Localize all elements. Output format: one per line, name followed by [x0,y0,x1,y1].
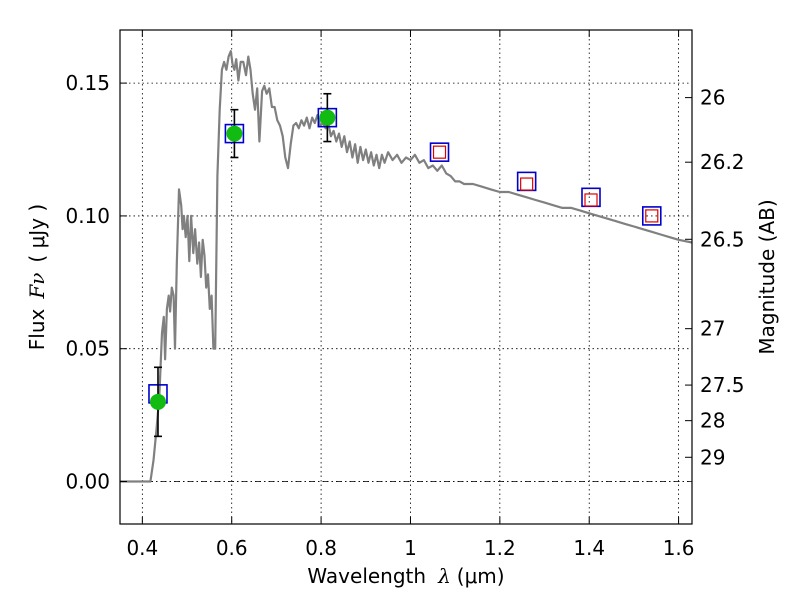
right-tick-label: 27.5 [700,373,745,397]
right-tick-label: 26.2 [700,150,745,174]
y-tick-labels: 0.00 0.05 0.10 0.15 [65,71,110,493]
x-tick-label: 0.6 [216,536,248,560]
upper-limit-marker [520,177,534,191]
detection-marker [319,109,336,126]
plot-frame [119,29,693,525]
x-axis-label: Wavelength λ (μm) [307,564,504,588]
axis-ticks [120,30,692,524]
right-axis-label: Magnitude (AB) [755,199,779,354]
model-box-marker [429,142,450,162]
upper-limit-marker [645,209,659,223]
detection-series [149,92,336,438]
x-tick-label: 1 [404,536,417,560]
x-tick-label: 0.4 [126,536,158,560]
right-tick-label: 27 [700,317,725,341]
y-tick-label: 0.10 [65,204,110,228]
right-tick-label: 26 [700,86,725,110]
upper-limit-series [432,145,659,223]
x-tick-label: 1.4 [573,536,605,560]
y-tick-label: 0.00 [65,470,110,494]
model-box-series [148,107,662,404]
model-box-marker [641,206,662,226]
detection-marker [149,393,166,410]
right-tick-label: 28 [700,409,725,433]
model-sed-series [120,50,693,483]
detection-marker [226,125,243,142]
y-tick-label: 0.05 [65,337,110,361]
model-sed-line [120,50,693,483]
right-tick-label: 29 [700,445,725,469]
upper-limit-marker [432,145,447,159]
right-tick-label: 26.5 [700,227,745,251]
x-tick-label: 1.2 [484,536,516,560]
upper-limit-marker [584,193,598,207]
x-tick-label: 0.8 [305,536,337,560]
y-tick-label: 0.15 [65,71,110,95]
y-axis-label: FluxFν( μJy ) [25,204,49,350]
x-tick-label: 1.6 [663,536,695,560]
x-tick-labels: 0.4 0.6 0.8 1 1.2 1.4 1.6 [126,536,694,560]
right-tick-labels: 26 26.2 26.5 27 27.5 28 29 [700,86,745,470]
